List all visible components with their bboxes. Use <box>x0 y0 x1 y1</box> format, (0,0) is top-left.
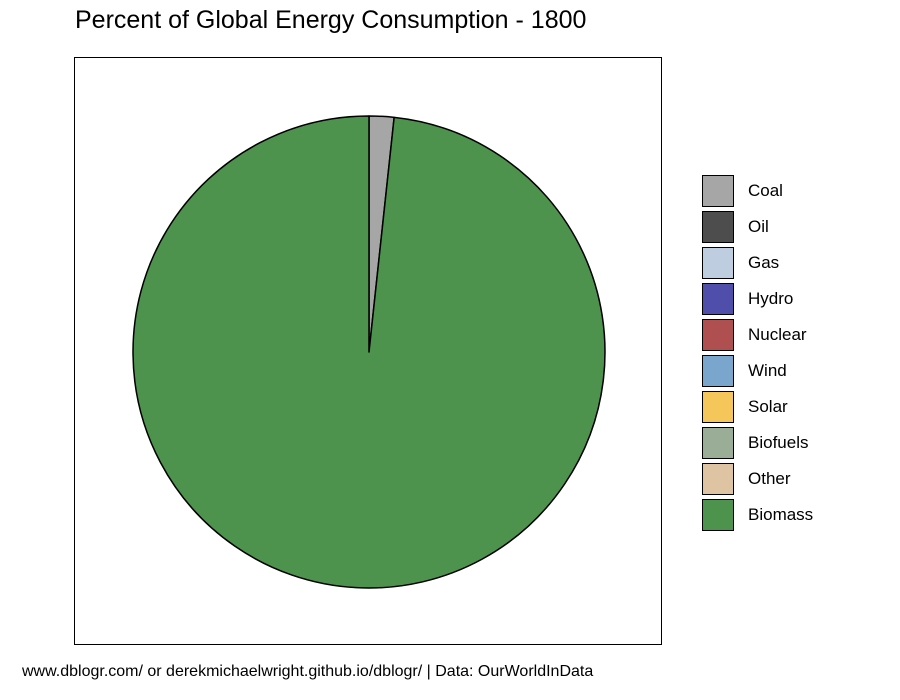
legend-item-biomass: Biomass <box>702 497 813 533</box>
legend-label: Hydro <box>748 289 794 308</box>
chart-caption: www.dblogr.com/ or derekmichaelwright.gi… <box>22 663 594 680</box>
legend-label: Other <box>748 469 791 488</box>
legend-item-oil: Oil <box>702 209 813 245</box>
pie-chart <box>132 115 606 589</box>
legend-label: Coal <box>748 181 783 200</box>
legend-item-coal: Coal <box>702 173 813 209</box>
legend-item-gas: Gas <box>702 245 813 281</box>
legend-item-solar: Solar <box>702 389 813 425</box>
plot-area <box>74 57 662 645</box>
legend-label: Nuclear <box>748 325 807 344</box>
legend: Coal Oil Gas Hydro Nuclear Wind Solar Biofuels O… <box>702 173 813 533</box>
legend-swatch <box>702 463 734 495</box>
legend-swatch <box>702 499 734 531</box>
legend-swatch <box>702 391 734 423</box>
legend-swatch <box>702 427 734 459</box>
legend-swatch <box>702 175 734 207</box>
legend-label: Biofuels <box>748 433 809 452</box>
legend-item-hydro: Hydro <box>702 281 813 317</box>
legend-swatch <box>702 319 734 351</box>
chart-title: Percent of Global Energy Consumption - 1… <box>75 6 587 34</box>
legend-label: Gas <box>748 253 780 272</box>
legend-swatch <box>702 247 734 279</box>
legend-swatch <box>702 283 734 315</box>
legend-swatch <box>702 211 734 243</box>
legend-label: Biomass <box>748 505 814 524</box>
legend-item-other: Other <box>702 461 813 497</box>
legend-swatch <box>702 355 734 387</box>
legend-label: Solar <box>748 397 788 416</box>
legend-item-biofuels: Biofuels <box>702 425 813 461</box>
legend-label: Wind <box>748 361 787 380</box>
legend-item-wind: Wind <box>702 353 813 389</box>
pie-slice-biomass <box>132 115 606 589</box>
legend-item-nuclear: Nuclear <box>702 317 813 353</box>
legend-label: Oil <box>748 217 769 236</box>
